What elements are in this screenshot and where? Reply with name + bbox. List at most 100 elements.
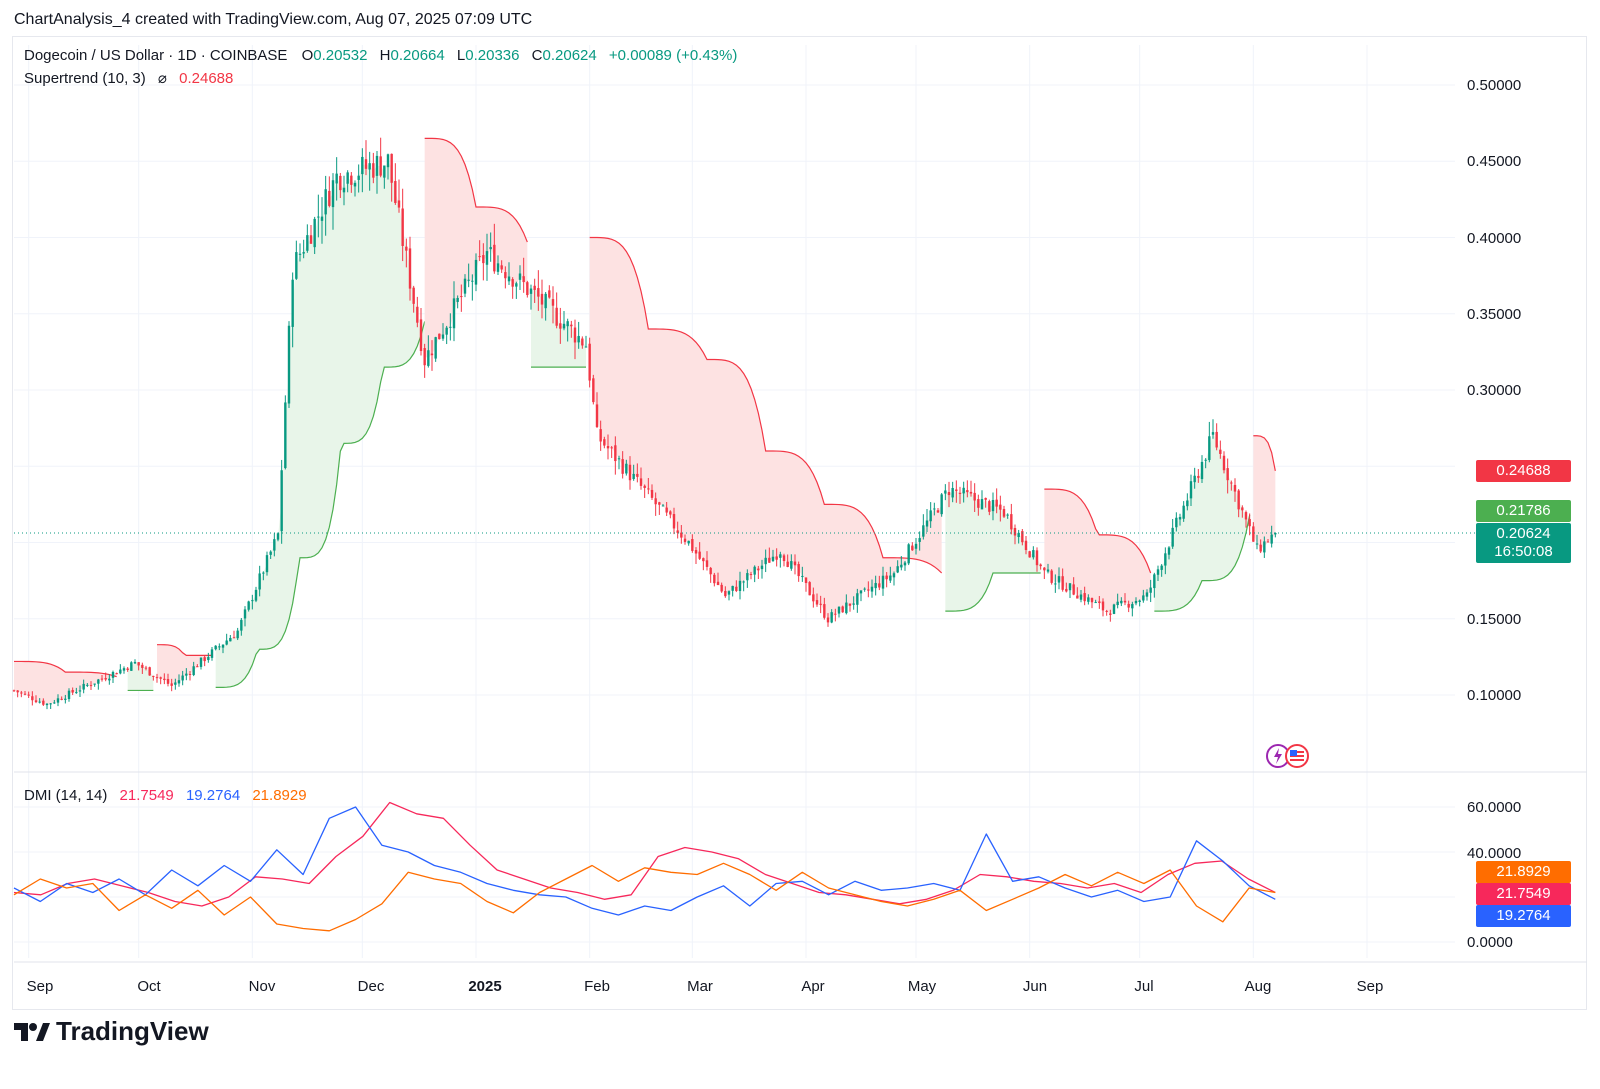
dmi-label[interactable]: DMI (14, 14) [24, 787, 108, 804]
candle-body [980, 499, 984, 510]
candle-body [31, 696, 34, 701]
candle-body [133, 661, 137, 664]
candle-body [75, 692, 78, 694]
close-label: C [531, 47, 543, 64]
candle-body [1175, 517, 1178, 528]
chart-frame[interactable] [12, 36, 1587, 1010]
candle-body [929, 510, 932, 522]
candle-body [606, 446, 610, 449]
candle-body [1035, 550, 1039, 566]
dmi-plus-tag: 21.8929 [1476, 861, 1571, 883]
candle-body [1149, 587, 1152, 593]
candle-body [111, 672, 115, 678]
candle-body [1021, 531, 1024, 543]
supertrend-legend: Supertrend (10, 3) ⌀ 0.24688 [24, 69, 233, 87]
candle-body [592, 378, 595, 403]
supertrend-line [945, 572, 1041, 612]
candle-body [962, 487, 965, 494]
candle-body [174, 682, 177, 685]
candle-body [328, 190, 331, 206]
candle-body [621, 459, 624, 474]
candle-body [89, 685, 93, 687]
candle-body [265, 555, 269, 573]
candle-body [515, 283, 518, 287]
symbol-name[interactable]: Dogecoin / US Dollar · 1D · COINBASE [24, 47, 288, 64]
event-icons[interactable] [1266, 743, 1316, 769]
dmi-plus-value: 21.8929 [252, 787, 307, 804]
candle-body [826, 617, 830, 623]
candle-body [23, 693, 27, 695]
supertrend-fill [1253, 435, 1276, 549]
candle-body [698, 551, 701, 559]
candle-body [412, 287, 415, 304]
candle-body [166, 679, 170, 684]
candle-body [881, 575, 885, 589]
dmi-minus-value: 19.2764 [185, 787, 241, 804]
candle-body [823, 604, 826, 618]
candle-body [1145, 592, 1149, 597]
candle-body [390, 153, 393, 183]
candle-body [914, 543, 918, 549]
candle-body [900, 564, 903, 568]
candle-body [735, 586, 738, 591]
lightning-icon[interactable] [1266, 743, 1316, 769]
candle-body [20, 692, 23, 694]
candle-body [559, 323, 562, 329]
candle-body [78, 690, 82, 692]
candle-body [269, 551, 272, 555]
candle-body [1142, 595, 1145, 601]
candle-body [126, 668, 129, 670]
dmi-series-adx [13, 801, 1276, 907]
candle-body [907, 544, 910, 564]
supertrend-line [1044, 488, 1152, 574]
candle-body [207, 657, 210, 661]
candle-body [339, 175, 342, 191]
candle-body [966, 490, 969, 493]
candle-body [196, 666, 199, 668]
candle-body [848, 603, 852, 606]
candle-body [199, 657, 203, 667]
candle-body [1233, 484, 1237, 492]
candle-body [702, 558, 705, 562]
candle-body [295, 252, 298, 279]
candle-body [570, 324, 573, 327]
candle-body [335, 173, 338, 184]
candle-body [1087, 597, 1090, 602]
candle-body [1208, 436, 1211, 461]
candle-body [1068, 583, 1072, 591]
candle-body [841, 606, 844, 613]
candle-body [1167, 547, 1171, 555]
candle-body [185, 673, 188, 676]
candle-body [1197, 476, 1200, 478]
candle-body [82, 683, 85, 690]
supertrend-label[interactable]: Supertrend (10, 3) [24, 70, 146, 87]
candle-body [892, 573, 896, 578]
candle-body [676, 530, 679, 533]
candle-body [1105, 610, 1108, 612]
candle-body [1101, 601, 1105, 611]
candle-body [705, 560, 709, 567]
candle-body [225, 640, 228, 645]
candle-body [383, 165, 386, 178]
candle-body [474, 259, 478, 285]
candle-body [302, 252, 305, 254]
candle-body [680, 532, 683, 538]
candle-body [683, 538, 687, 542]
candle-body [416, 306, 419, 323]
price-tick: 0.15000 [1467, 611, 1522, 628]
candle-body [863, 588, 866, 590]
eye-off-icon[interactable]: ⌀ [157, 70, 167, 87]
candle-body [896, 566, 899, 573]
candle-body [240, 619, 243, 631]
candle-body [878, 583, 881, 588]
dmi-adx-tag: 21.7549 [1476, 883, 1571, 905]
candle-body [1226, 468, 1229, 481]
close-value: 0.20624 [542, 47, 597, 64]
candle-body [969, 491, 973, 494]
tradingview-logo[interactable]: TradingView [14, 1016, 209, 1047]
candle-body [1200, 461, 1204, 480]
candle-body [324, 189, 327, 215]
candle-body [1109, 613, 1112, 615]
candle-body [1274, 532, 1277, 535]
